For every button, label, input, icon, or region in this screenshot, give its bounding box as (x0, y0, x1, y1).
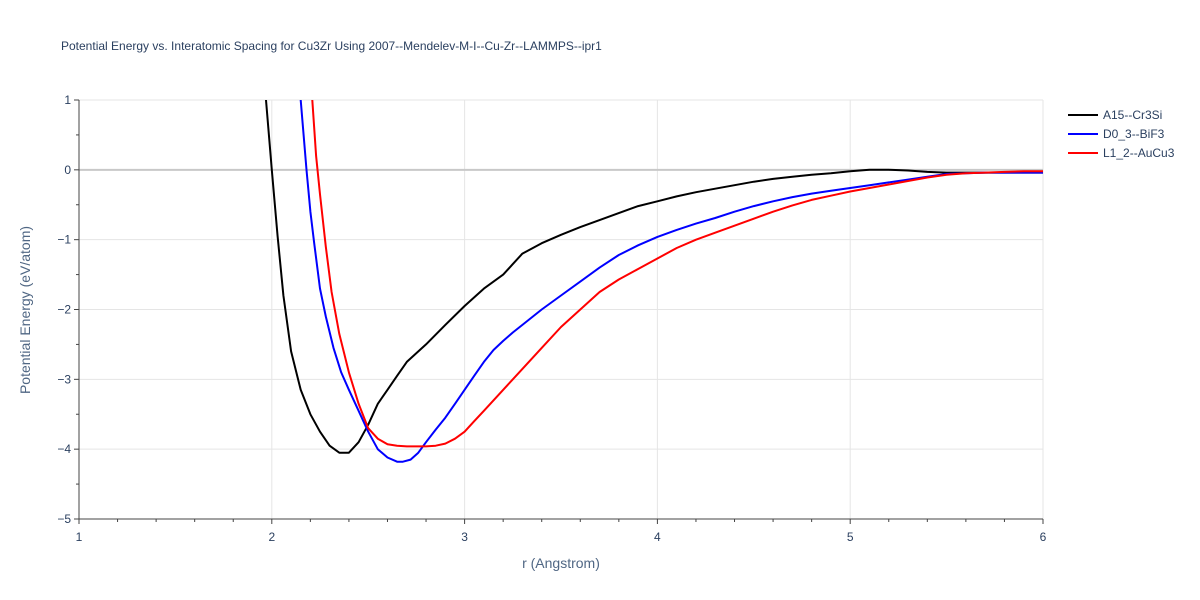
legend-label-0[interactable]: A15--Cr3Si (1103, 108, 1162, 122)
x-tick-label: 3 (461, 530, 468, 544)
x-tick-label: 1 (76, 530, 83, 544)
x-tick-label: 2 (268, 530, 275, 544)
y-tick-label: 0 (64, 163, 71, 177)
y-tick-label: −1 (57, 233, 71, 247)
x-axis-title: r (Angstrom) (522, 555, 600, 571)
y-axis-title: Potential Energy (eV/atom) (17, 226, 33, 394)
series-line-2 (311, 100, 1043, 448)
legend-label-2[interactable]: L1_2--AuCu3 (1103, 146, 1175, 160)
x-tick-label: 5 (847, 530, 854, 544)
y-tick-label: −4 (57, 442, 71, 456)
axes: 1 2 3 4 5 6 −5 −4 −3 −2 −1 0 1 (57, 93, 1046, 544)
x-tick-label: 6 (1040, 530, 1047, 544)
x-tick-label: 4 (654, 530, 661, 544)
y-tick-label: −5 (57, 512, 71, 526)
series-lines (265, 100, 1043, 463)
y-tick-label: −2 (57, 303, 71, 317)
y-tick-label: 1 (64, 93, 71, 107)
y-tick-label: −3 (57, 372, 71, 386)
chart-title: Potential Energy vs. Interatomic Spacing… (61, 39, 602, 53)
legend[interactable]: A15--Cr3Si D0_3--BiF3 L1_2--AuCu3 (1068, 108, 1175, 160)
series-line-1 (299, 100, 1043, 463)
series-line-0 (265, 100, 1043, 454)
legend-label-1[interactable]: D0_3--BiF3 (1103, 127, 1165, 141)
